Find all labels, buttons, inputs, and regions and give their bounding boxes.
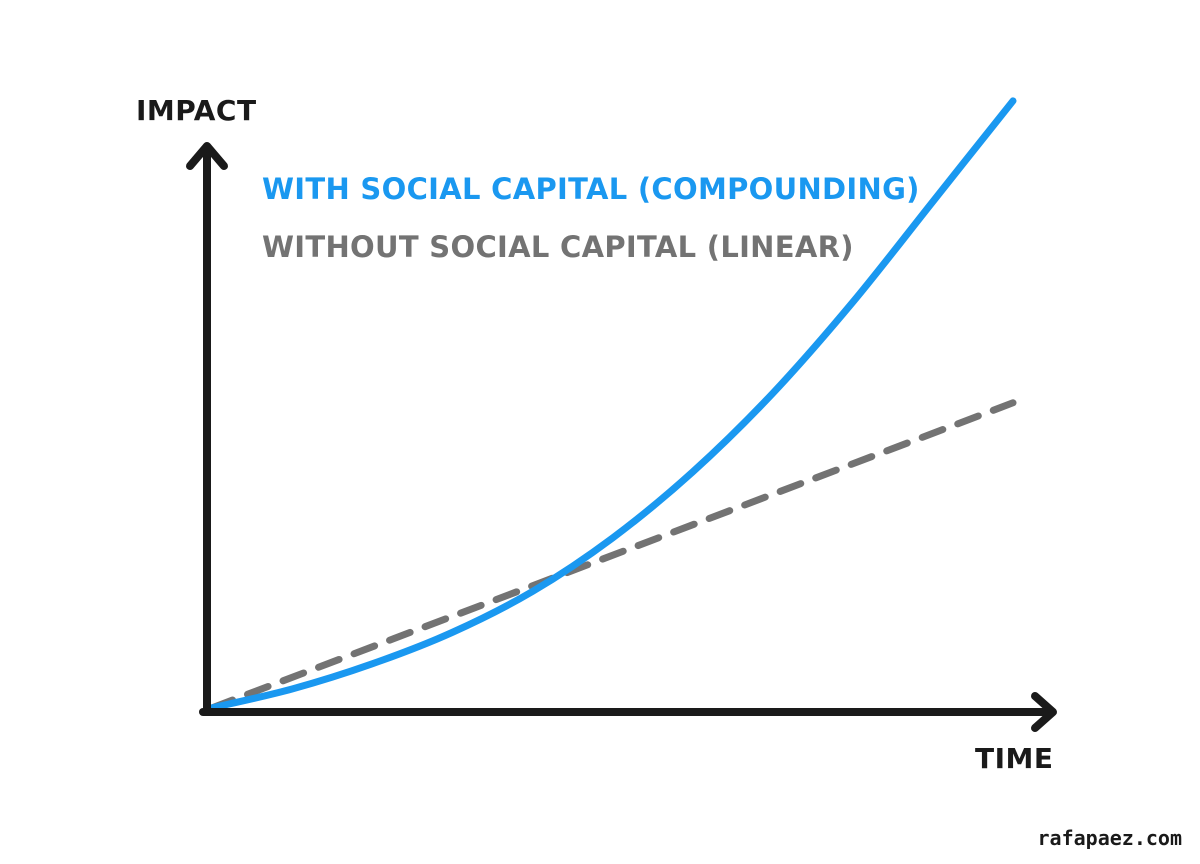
legend-entry-linear: WITHOUT SOCIAL CAPITAL (LINEAR)	[262, 230, 854, 264]
y-axis-label: IMPACT	[136, 94, 257, 127]
series-line-compounding	[208, 97, 1017, 712]
legend-entry-compounding: WITH SOCIAL CAPITAL (COMPOUNDING)	[262, 172, 920, 206]
x-axis-arrow	[1031, 692, 1057, 732]
axes	[186, 142, 1057, 732]
series-line-linear	[208, 399, 1017, 712]
y-axis-arrow	[186, 142, 228, 170]
series-layer	[208, 97, 1017, 712]
x-axis-label: TIME	[975, 742, 1054, 775]
watermark: rafapaez.com	[1037, 826, 1183, 850]
